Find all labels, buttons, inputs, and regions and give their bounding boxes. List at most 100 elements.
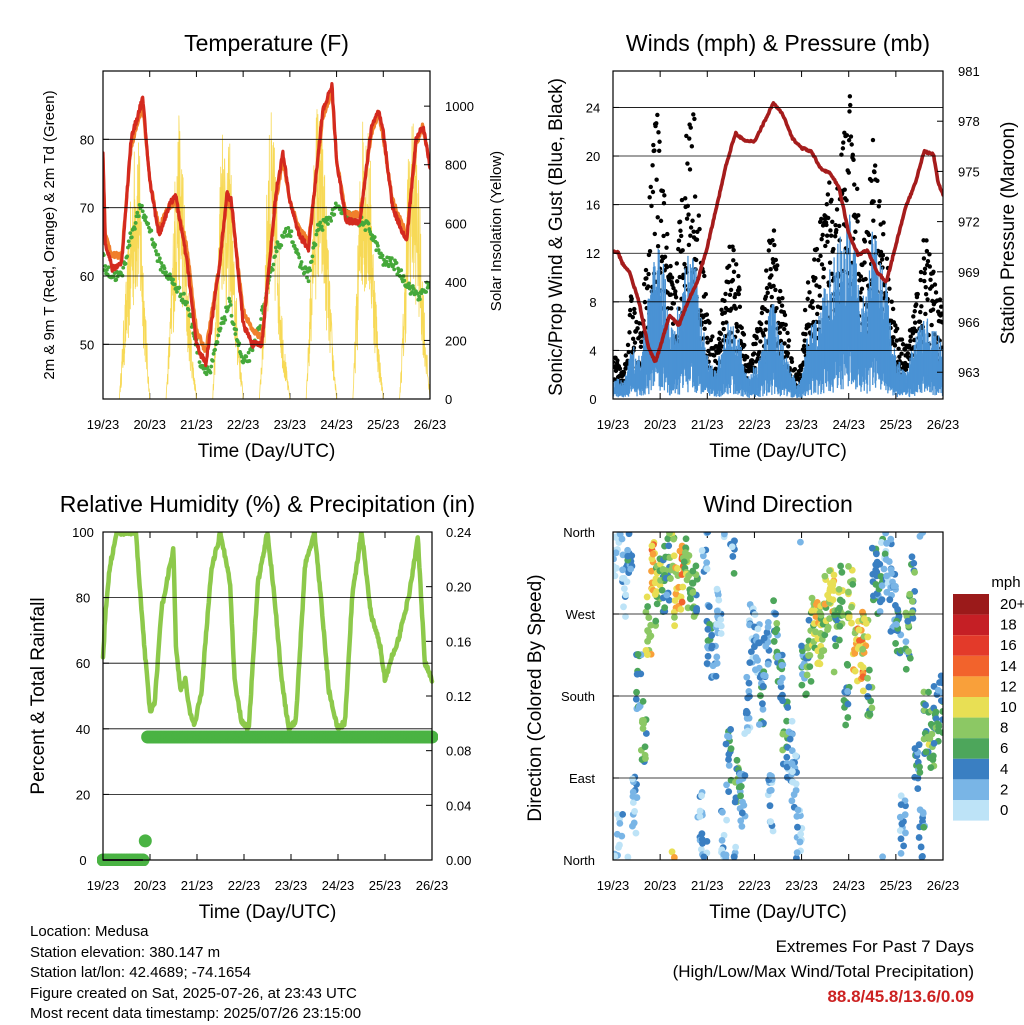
chart3-point-direction bbox=[704, 652, 712, 660]
chart3-point-direction bbox=[670, 854, 678, 860]
chart0-point-td bbox=[208, 370, 213, 375]
chart0-point-td bbox=[372, 235, 377, 239]
chart3-point-direction bbox=[671, 622, 679, 630]
chart3-point-direction bbox=[620, 585, 628, 592]
chart0-point-td bbox=[271, 262, 276, 267]
chart3-legend-label: 10 bbox=[1000, 699, 1017, 716]
chart1-point-gust bbox=[879, 257, 885, 262]
chart3-point-direction bbox=[788, 760, 796, 768]
extremes-title: Extremes For Past 7 Days bbox=[775, 937, 974, 956]
chart3-point-direction bbox=[859, 687, 867, 695]
extremes-values: 88.8/45.8/13.6/0.09 bbox=[827, 987, 974, 1006]
chart1-point-gust bbox=[773, 257, 778, 263]
chart3-point-direction bbox=[619, 566, 627, 574]
chart3-plot-area bbox=[613, 532, 943, 860]
chart3-point-direction bbox=[786, 735, 794, 743]
chart0-point-td bbox=[140, 209, 145, 214]
chart3-point-direction bbox=[767, 818, 775, 826]
chart1-point-gust bbox=[702, 326, 707, 332]
chart1-point-gust bbox=[826, 215, 831, 221]
chart1-point-gust bbox=[719, 344, 725, 349]
chart1-point-gust bbox=[650, 163, 655, 168]
chart3-point-direction bbox=[829, 596, 837, 604]
chart1-point-gust bbox=[849, 142, 854, 147]
chart3-point-direction bbox=[730, 853, 738, 860]
chart0-point-td bbox=[140, 203, 144, 208]
chart0-point-td bbox=[218, 326, 223, 331]
chart1-point-gust bbox=[821, 275, 826, 280]
chart0-point-td bbox=[308, 268, 312, 273]
chart3-point-direction bbox=[632, 829, 640, 837]
chart1-point-gust bbox=[710, 334, 715, 339]
chart0-point-td bbox=[410, 290, 414, 294]
chart1-point-gust bbox=[630, 314, 635, 320]
chart0-point-td bbox=[159, 261, 164, 265]
chart1-point-gust bbox=[676, 238, 682, 243]
chart3-point-direction bbox=[880, 565, 888, 573]
chart3-point-direction bbox=[727, 745, 735, 753]
extremes-subtitle: (High/Low/Max Wind/Total Precipitation) bbox=[672, 962, 974, 981]
chart3-point-direction bbox=[743, 714, 751, 722]
chart3-legend-swatch bbox=[953, 717, 989, 739]
chart1-point-gust bbox=[737, 304, 743, 310]
chart3-point-direction bbox=[926, 735, 934, 743]
chart3-point-direction bbox=[788, 717, 796, 725]
chart1-point-gust bbox=[686, 212, 691, 217]
chart3-point-direction bbox=[906, 654, 914, 662]
chart3-point-direction bbox=[728, 543, 736, 551]
chart3-point-direction bbox=[830, 571, 838, 579]
chart3-legend-swatch bbox=[953, 779, 989, 800]
chart3-point-direction bbox=[838, 568, 846, 576]
chart1-point-gust bbox=[825, 239, 830, 244]
chart1-point-gust bbox=[660, 188, 666, 194]
chart0-point-td bbox=[182, 291, 186, 296]
chart0-point-td bbox=[314, 232, 319, 237]
chart0-point-td bbox=[259, 308, 264, 312]
chart1-point-gust bbox=[703, 291, 708, 297]
chart1-point-gust bbox=[716, 336, 722, 342]
chart3-point-direction bbox=[917, 843, 925, 851]
chart1-point-gust bbox=[908, 334, 913, 339]
chart1-point-gust bbox=[692, 194, 698, 199]
chart3-point-direction bbox=[642, 730, 650, 737]
chart1-point-gust bbox=[775, 263, 780, 268]
chart0-point-td bbox=[210, 358, 215, 363]
chart1-point-gust bbox=[677, 274, 682, 280]
chart1-point-gust bbox=[730, 277, 736, 283]
chart3-point-direction bbox=[696, 813, 704, 821]
chart0-point-td bbox=[310, 254, 315, 259]
chart1-point-gust bbox=[763, 294, 769, 299]
chart3-ytick-label: South bbox=[561, 689, 595, 704]
chart1-point-gust bbox=[705, 340, 710, 345]
chart1-point-gust bbox=[924, 238, 929, 243]
chart1-point-gust bbox=[914, 302, 919, 307]
chart3-point-direction bbox=[645, 614, 653, 622]
chart0-point-td bbox=[366, 221, 371, 226]
chart2-ytick-label: 100 bbox=[72, 525, 94, 540]
chart0-point-td bbox=[128, 231, 133, 236]
chart1-point-gust bbox=[704, 312, 710, 317]
chart2-xtick-label: 26/23 bbox=[416, 878, 449, 893]
chart0-point-td bbox=[150, 237, 154, 242]
chart1-point-gust bbox=[912, 320, 918, 325]
chart1-point-gust bbox=[692, 116, 697, 122]
chart1-point-gust bbox=[887, 286, 892, 291]
chart3-point-direction bbox=[722, 740, 730, 748]
chart3-point-direction bbox=[766, 802, 774, 810]
chart3-point-direction bbox=[805, 616, 813, 624]
chart0-point-td bbox=[136, 214, 141, 219]
chart1-point-gust bbox=[871, 218, 876, 223]
chart1-point-gust bbox=[928, 277, 933, 283]
chart1-point-gust bbox=[678, 228, 683, 233]
chart3-point-direction bbox=[851, 649, 859, 657]
chart3-point-direction bbox=[916, 769, 924, 776]
chart3-point-direction bbox=[769, 827, 777, 835]
chart3-point-direction bbox=[730, 569, 738, 577]
chart3-point-direction bbox=[641, 743, 649, 751]
chart1-point-gust bbox=[858, 274, 864, 279]
station-location: Location: Medusa bbox=[30, 923, 149, 940]
chart1-point-gust bbox=[903, 367, 909, 373]
chart1-point-gust bbox=[859, 286, 865, 291]
chart3-legend-label: 4 bbox=[1000, 761, 1008, 778]
chart3-point-direction bbox=[829, 578, 837, 586]
